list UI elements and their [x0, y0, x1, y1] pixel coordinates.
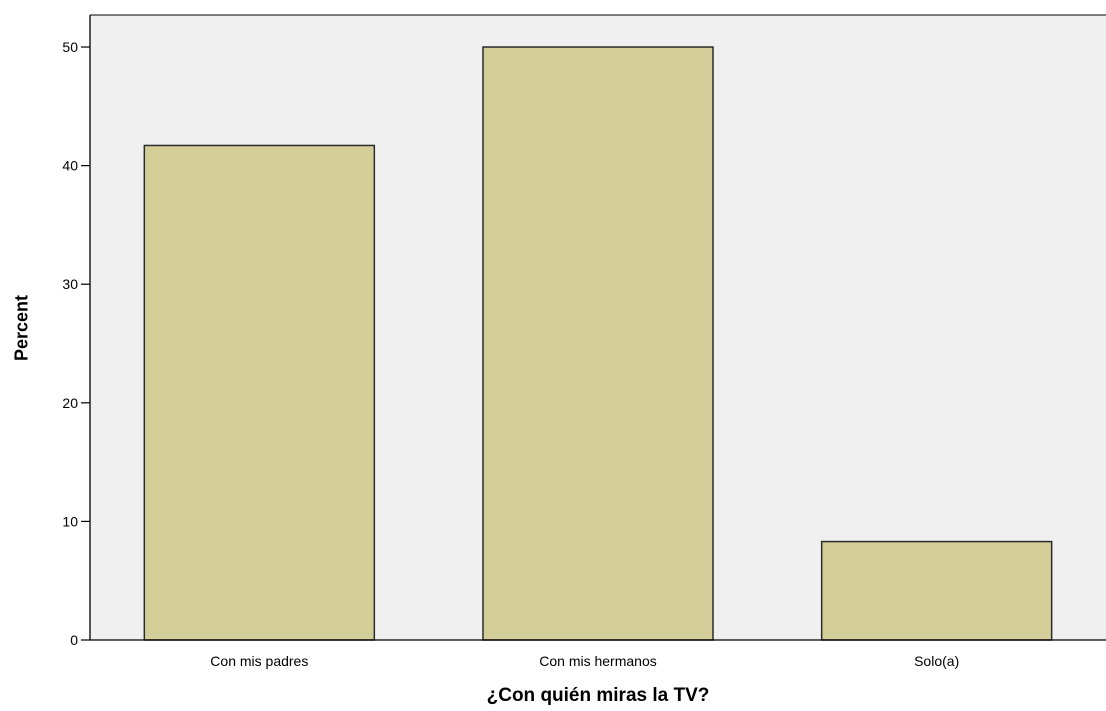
bar-solo-a [820, 540, 1053, 641]
y-axis-label: Percent [11, 294, 32, 362]
y-tick-label: 0 [70, 632, 78, 648]
x-tick-label: Con mis hermanos [539, 653, 657, 669]
x-axis-tick-labels: Con mis padres Con mis hermanos Solo(a) [210, 653, 959, 669]
y-tick-label: 10 [62, 513, 78, 529]
x-tick-label: Solo(a) [914, 653, 959, 669]
y-tick-label: 50 [62, 39, 78, 55]
y-tick-label: 30 [62, 276, 78, 292]
x-tick-label: Con mis padres [210, 653, 308, 669]
bar-con-mis-padres [143, 144, 376, 641]
bar-con-mis-hermanos [482, 46, 714, 641]
y-axis-ticks: 0 10 20 30 40 50 [62, 39, 90, 648]
x-axis-label: ¿Con quién miras la TV? [486, 685, 710, 706]
y-tick-label: 20 [62, 395, 78, 411]
y-tick-label: 40 [62, 158, 78, 174]
